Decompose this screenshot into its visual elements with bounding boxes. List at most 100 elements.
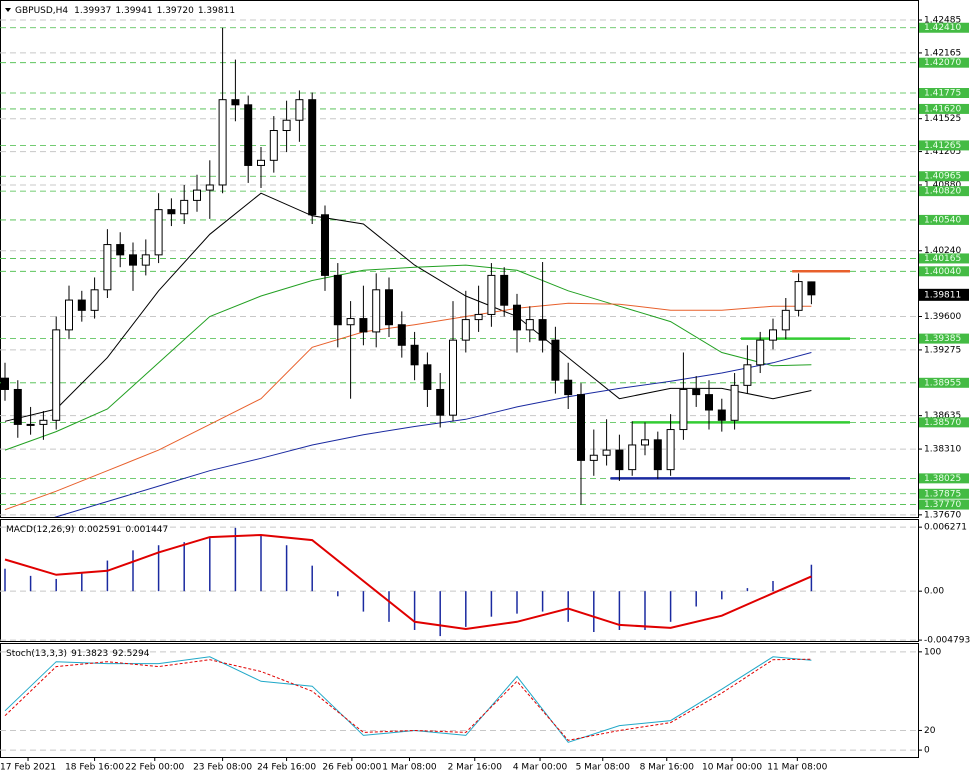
level-label-box xyxy=(919,253,969,264)
candle-body xyxy=(359,318,368,333)
x-tick-label: 22 Feb 00:00 xyxy=(125,763,184,773)
candle-body xyxy=(39,419,48,425)
y-tick-label: 1.42485 xyxy=(924,16,961,26)
main-panel xyxy=(0,0,919,518)
stoch-panel xyxy=(0,643,919,758)
candle-body xyxy=(423,364,432,390)
x-tick-label: 11 Mar 08:00 xyxy=(767,763,827,773)
candle-body xyxy=(385,289,393,326)
x-tick-label: 10 Mar 00:00 xyxy=(702,763,762,773)
y-tick-label: 1.42165 xyxy=(924,48,961,58)
candle-body xyxy=(244,104,253,166)
candle-body xyxy=(769,329,777,341)
candle-body xyxy=(308,99,317,216)
level-label: 1.42070 xyxy=(924,58,961,68)
stoch-signal: 92.5294 xyxy=(112,649,149,659)
candle-body xyxy=(577,394,585,461)
indicator-line xyxy=(54,352,812,517)
symbol: GBPUSD,H4 xyxy=(15,6,68,16)
last-high: 1.39941 xyxy=(115,6,152,16)
candle-body xyxy=(269,130,278,161)
level-label: 1.41265 xyxy=(924,141,961,151)
y-tick-label: 1.41205 xyxy=(924,147,961,157)
y-tick-label: -0.004793 xyxy=(924,636,970,646)
candle-body xyxy=(756,339,765,366)
level-label: 1.37875 xyxy=(924,489,961,499)
x-tick-label: 8 Mar 16:00 xyxy=(640,763,695,773)
macd-panel xyxy=(0,519,919,642)
level-label: 1.41620 xyxy=(924,104,961,114)
candle-body xyxy=(116,244,125,256)
macd-signal: 0.001447 xyxy=(125,525,168,535)
stoch-plot xyxy=(0,651,918,751)
candle-body xyxy=(449,339,457,416)
candle-body xyxy=(666,429,675,471)
candle-body xyxy=(641,439,649,446)
menu-arrow xyxy=(5,8,11,12)
level-label-box xyxy=(919,186,969,197)
main-plot xyxy=(0,19,918,517)
level-label: 1.40165 xyxy=(924,254,961,264)
level-label: 1.40540 xyxy=(924,215,961,225)
level-label: 1.40965 xyxy=(924,172,961,182)
level-label: 1.37770 xyxy=(924,500,961,510)
candle-body xyxy=(295,99,304,121)
candle-body xyxy=(333,274,342,326)
y-tick-label: 20 xyxy=(924,726,936,736)
macd-title: MACD(12,26,9) xyxy=(6,525,74,535)
candle-body xyxy=(167,209,176,215)
candle-body xyxy=(321,214,329,276)
candle-body xyxy=(653,439,662,471)
chart-header: GBPUSD,H4 1.39937 1.39941 1.39720 1.39811 xyxy=(15,6,235,16)
stoch-title: Stoch(13,3,3) xyxy=(6,649,67,659)
level-label: 1.40040 xyxy=(924,267,961,277)
candle-body xyxy=(538,319,547,341)
level-label-box xyxy=(919,57,969,68)
axes: 1.42485 1.42165 1.41525 1.41205 1.40880 1.402… xyxy=(0,16,970,773)
candle-body xyxy=(77,299,86,311)
candle-body xyxy=(743,364,752,386)
candle-body xyxy=(551,339,560,381)
x-tick-label: 2 Mar 16:00 xyxy=(448,763,503,773)
y-tick-label: 100 xyxy=(924,647,941,657)
candle-body xyxy=(52,329,61,421)
level-label-box xyxy=(919,140,969,151)
level-label-box xyxy=(919,22,969,33)
x-tick-label: 18 Feb 16:00 xyxy=(65,763,124,773)
last-close: 1.39811 xyxy=(198,6,235,16)
macd-value: 0.002591 xyxy=(78,525,121,535)
y-tick-label: 1.39600 xyxy=(924,312,961,322)
candle-body xyxy=(436,388,445,416)
level-label-box xyxy=(919,488,969,499)
stoch-header: Stoch(13,3,3) 91.3823 92.5294 xyxy=(6,649,150,659)
y-tick-label: 1.40880 xyxy=(924,180,961,190)
level-label: 1.42410 xyxy=(924,23,961,33)
candle-body xyxy=(679,388,688,431)
candle-body xyxy=(474,313,483,321)
level-label-box xyxy=(919,417,969,428)
candle-body xyxy=(589,454,598,461)
level-label: 1.40820 xyxy=(924,187,961,197)
candle-body xyxy=(13,388,22,425)
y-tick-label: 0.00 xyxy=(924,587,944,597)
price-label: 1.39811 xyxy=(924,290,961,300)
indicator-line xyxy=(4,302,812,511)
y-tick-label: 0 xyxy=(924,746,930,756)
candle-body xyxy=(193,189,201,201)
y-tick-label: 1.38310 xyxy=(924,445,961,455)
candle-body xyxy=(705,394,713,411)
x-tick-label: 24 Feb 16:00 xyxy=(257,763,316,773)
macd-plot xyxy=(0,526,918,641)
level-label-box xyxy=(919,171,969,182)
x-tick-label: 17 Feb 2021 xyxy=(0,763,56,773)
candle-body xyxy=(90,289,99,311)
level-label-box xyxy=(919,88,969,99)
indicator-line xyxy=(4,656,812,743)
level-label-box xyxy=(919,266,969,277)
candle-body xyxy=(602,449,611,456)
y-tick-label: 1.38635 xyxy=(924,411,961,421)
candle-body xyxy=(730,384,739,421)
y-tick-label: 0.006271 xyxy=(924,523,967,533)
candle-body xyxy=(794,281,803,311)
